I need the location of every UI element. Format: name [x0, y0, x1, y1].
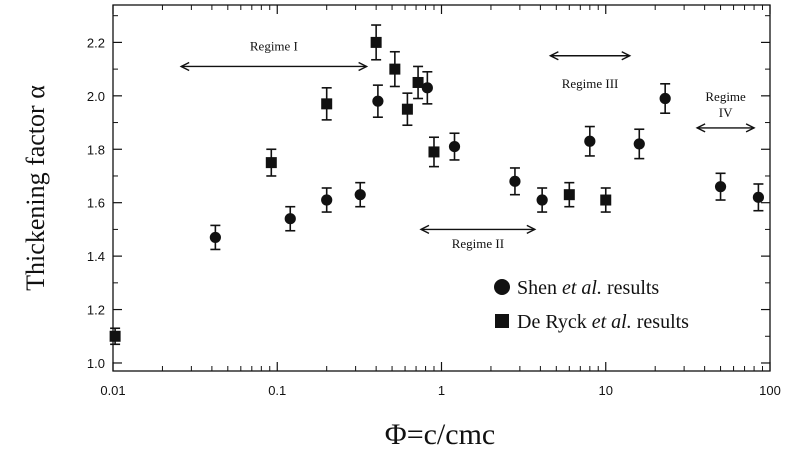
de-ryck-data-point	[600, 194, 612, 206]
x-tick-label: 10	[599, 383, 613, 398]
legend-entry-label: Shen et al. results	[517, 277, 659, 299]
shen-data-point	[633, 138, 645, 150]
regime-label: Regime	[705, 89, 746, 104]
de-ryck-data-point	[389, 63, 401, 75]
regime-arrow-head-left	[419, 224, 430, 235]
shen-data-point	[421, 82, 433, 94]
regime-label: Regime I	[250, 38, 298, 53]
x-tick-label: 1	[438, 383, 445, 398]
shen-data-point	[284, 213, 296, 225]
de-ryck-data-point	[109, 330, 121, 342]
y-tick-label: 1.6	[87, 196, 105, 211]
x-tick-label: 100	[759, 383, 781, 398]
regime-arrow-head-right	[358, 61, 369, 72]
x-tick-label: 0.1	[268, 383, 286, 398]
regime-arrow-head-right	[526, 224, 537, 235]
shen-data-point	[584, 135, 596, 147]
de-ryck-data-point	[428, 146, 440, 158]
y-tick-label: 1.2	[87, 303, 105, 318]
x-axis-title: Φ=c/cmc	[385, 418, 495, 451]
shen-data-point	[752, 191, 765, 203]
legend-entry-text-part: et al.	[562, 277, 602, 299]
shen-data-point	[321, 194, 333, 206]
regime-label: Regime III	[562, 76, 619, 91]
shen-data-point	[536, 194, 548, 206]
legend-entry-text-part: Shen	[517, 277, 562, 299]
y-tick-label: 2.2	[87, 35, 105, 50]
regime-arrow-head-left	[548, 51, 559, 61]
legend-entry-text-part: et al.	[592, 311, 632, 333]
y-axis-title: Thickening factor α	[21, 85, 50, 291]
regime-label: Regime II	[452, 236, 504, 251]
de-ryck-data-point	[321, 98, 333, 110]
shen-data-point	[509, 175, 521, 187]
shen-data-point	[714, 181, 727, 193]
legend-marker-circle	[494, 279, 510, 295]
x-tick-label: 0.01	[100, 383, 125, 398]
legend-marker-square	[495, 314, 509, 328]
regime-arrow-head-right	[745, 123, 756, 133]
data-points	[109, 24, 765, 346]
legend-entry-label: De Ryck et al. results	[517, 311, 689, 333]
shen-data-point	[354, 189, 366, 201]
y-tick-label: 1.4	[87, 249, 105, 264]
shen-data-point	[659, 92, 671, 105]
de-ryck-data-point	[265, 157, 277, 169]
legend-entry-text-part: results	[632, 311, 689, 333]
legend-entry-text-part: results	[602, 277, 659, 299]
regime-arrow-head-left	[179, 61, 190, 72]
shen-data-point	[209, 231, 221, 244]
legend-entry-text-part: De Ryck	[517, 311, 592, 333]
de-ryck-data-point	[563, 189, 575, 201]
regime-label: IV	[719, 105, 733, 120]
regime-arrow-head-right	[621, 51, 632, 61]
shen-data-point	[448, 140, 461, 153]
shen-data-point	[372, 95, 384, 107]
de-ryck-data-point	[401, 103, 413, 115]
regime-arrow-head-left	[695, 123, 706, 133]
tick-labels: 0.01 0.1 1 10 100 1.0 1.2 1.4 1.6 1.8 2.0 2.2	[87, 35, 781, 398]
de-ryck-data-point	[370, 36, 382, 48]
y-tick-label: 1.8	[87, 142, 105, 157]
axis-ticks	[112, 5, 771, 371]
de-ryck-data-point	[412, 76, 424, 88]
y-tick-label: 2.0	[87, 89, 105, 104]
y-tick-label: 1.0	[87, 356, 105, 371]
